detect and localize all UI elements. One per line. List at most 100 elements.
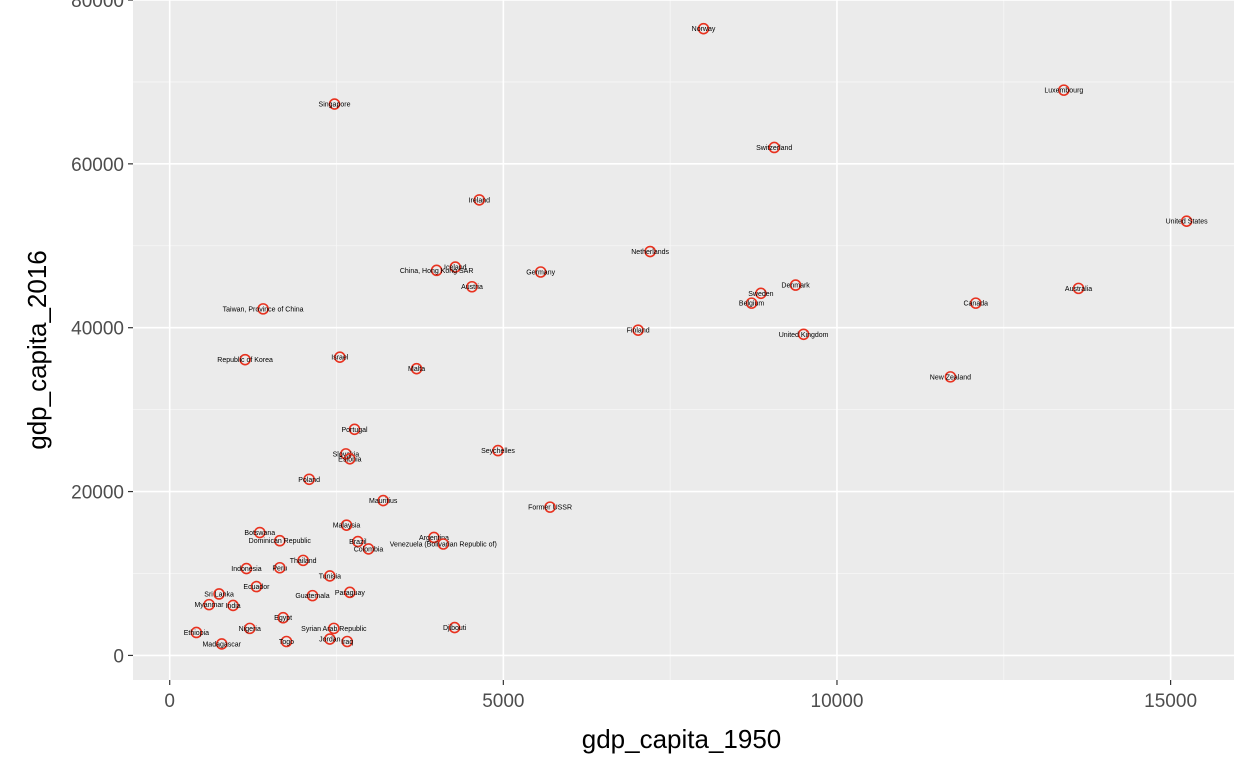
data-point-group: Portugal xyxy=(341,423,368,436)
data-point-label: Nigeria xyxy=(239,626,261,633)
data-point-group: Netherlands xyxy=(631,245,670,258)
data-point-label: Malaysia xyxy=(333,523,361,530)
data-point-group: United Kingdom xyxy=(779,328,829,341)
x-tick-label: 0 xyxy=(164,691,175,712)
data-point xyxy=(430,264,443,277)
data-point-group: Taiwan, Province of China xyxy=(223,303,304,315)
data-point-label: Ethiopia xyxy=(184,630,209,637)
data-point-label: Sweden xyxy=(748,291,773,298)
data-point-label: Estonia xyxy=(338,456,361,463)
data-point xyxy=(328,98,341,110)
y-tick-label: 0 xyxy=(113,646,124,667)
data-point xyxy=(273,534,286,547)
data-point xyxy=(969,297,982,309)
data-point-label: Paraguay xyxy=(335,590,365,597)
data-point-group: Mauritius xyxy=(369,494,398,507)
data-point-group: Togo xyxy=(279,635,294,648)
data-point-label: Brazil xyxy=(349,539,367,546)
data-point-label: Canada xyxy=(963,301,988,308)
x-tick-label: 5000 xyxy=(482,691,524,712)
data-point xyxy=(362,543,375,555)
data-point-group: Switzerland xyxy=(756,141,792,154)
data-point xyxy=(644,245,656,258)
data-point xyxy=(344,586,356,599)
data-point-group: Sweden xyxy=(748,287,774,300)
data-point xyxy=(280,635,293,648)
data-point-label: Argentina xyxy=(419,535,449,542)
data-point-group: Estonia xyxy=(338,452,362,465)
data-point xyxy=(303,473,315,486)
data-point-group: Madagascar xyxy=(202,638,242,650)
y-tick-label: 20000 xyxy=(71,483,124,504)
data-point-group: Djibouti xyxy=(443,621,467,634)
data-point xyxy=(297,554,309,567)
data-point-label: Mauritius xyxy=(369,498,398,505)
data-point-label: Iraq xyxy=(341,639,353,646)
data-point-label: Israel xyxy=(331,355,349,362)
data-point-group: Former USSR xyxy=(528,501,572,513)
data-point-label: Myanmar xyxy=(194,602,224,609)
data-point xyxy=(257,303,269,315)
data-point xyxy=(227,599,239,612)
data-point xyxy=(697,22,710,35)
y-tick-label: 40000 xyxy=(71,319,124,340)
data-point xyxy=(344,452,356,465)
data-points: Norway Luxembourg Singapore Switzerland Irel… xyxy=(184,22,1209,650)
data-point xyxy=(243,622,256,635)
data-point-group: Nigeria xyxy=(239,622,261,635)
plot-panel xyxy=(133,0,1234,680)
data-point-label: Poland xyxy=(298,477,320,484)
data-point-group: Belgium xyxy=(739,297,764,309)
data-point-label: Venezuela (Bolivarian Republic of) xyxy=(390,542,497,549)
data-point-label: Thailand xyxy=(290,558,317,565)
data-point xyxy=(944,371,957,383)
data-point-group: Ireland xyxy=(469,194,490,206)
data-point xyxy=(449,261,462,273)
data-point-group: Egypt xyxy=(274,611,292,624)
data-point xyxy=(632,324,644,336)
x-axis-title: gdp_capita_1950 xyxy=(582,724,782,754)
y-axis-title: gdp_capita_2016 xyxy=(22,250,52,450)
data-point-label: Jordan xyxy=(319,637,341,644)
data-point-label: Switzerland xyxy=(756,145,792,152)
data-point-label: Ecuador xyxy=(243,584,270,591)
data-point-group: Brazil xyxy=(349,535,367,548)
data-point-group: Guatemala xyxy=(295,589,330,602)
data-point-label: New Zealand xyxy=(930,374,971,381)
data-point-label: United States xyxy=(1166,219,1209,226)
grid-lines xyxy=(133,0,1234,680)
data-point xyxy=(797,328,810,341)
data-point xyxy=(240,562,253,575)
data-point-group: Norway xyxy=(692,22,716,35)
data-point xyxy=(377,494,390,507)
data-point-group: India xyxy=(225,599,241,612)
data-point-label: Belgium xyxy=(739,301,764,308)
data-point xyxy=(492,444,504,457)
data-point xyxy=(448,621,461,634)
data-point-label: Egypt xyxy=(274,615,292,622)
y-tick-label: 60000 xyxy=(71,155,124,176)
data-point-group: Syrian Arab Republic xyxy=(301,622,367,635)
y-tick-label: 80000 xyxy=(71,0,124,12)
data-point-group: Colombia xyxy=(354,543,383,555)
data-point-group: Malaysia xyxy=(333,519,361,531)
data-point-group: Tunisia xyxy=(319,570,341,582)
data-point-label: Malta xyxy=(408,366,425,373)
data-point-label: Indonesia xyxy=(231,566,261,573)
data-point-group: Luxembourg xyxy=(1044,84,1083,96)
data-point xyxy=(340,519,353,531)
data-point xyxy=(306,589,319,602)
data-point xyxy=(534,266,547,278)
data-point-group: Denmark xyxy=(781,279,810,291)
data-point xyxy=(203,598,215,611)
data-point xyxy=(190,626,203,639)
data-point-label: Iceland xyxy=(444,265,467,272)
data-point-label: Syrian Arab Republic xyxy=(301,626,367,633)
data-point xyxy=(755,287,767,300)
data-point-group: Peru xyxy=(272,561,287,574)
data-point-group: Malta xyxy=(408,362,425,375)
data-point-group: Thailand xyxy=(290,554,317,567)
data-point-label: China, Hong Kong SAR xyxy=(400,268,474,275)
data-point xyxy=(352,535,364,548)
